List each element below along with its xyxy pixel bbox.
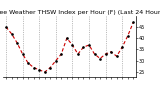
Title: Milwaukee Weather THSW Index per Hour (F) (Last 24 Hours): Milwaukee Weather THSW Index per Hour (F… xyxy=(0,10,160,15)
